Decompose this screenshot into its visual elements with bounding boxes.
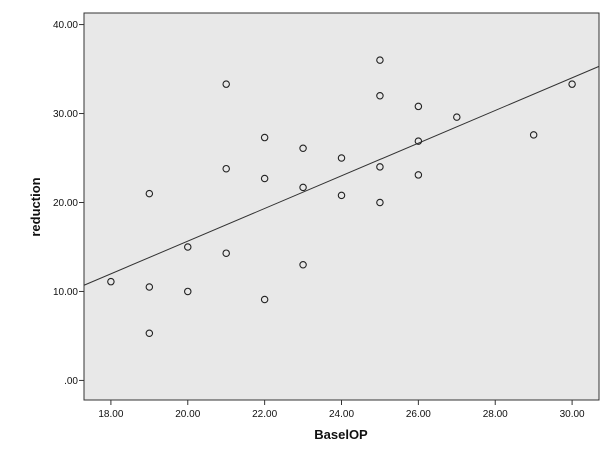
data-point <box>376 198 384 207</box>
data-point <box>260 133 269 142</box>
data-point <box>453 113 461 121</box>
data-point <box>222 80 230 88</box>
data-point <box>376 56 384 64</box>
y-tick-label: 20.00 <box>53 198 78 209</box>
data-point <box>376 163 384 171</box>
data-point <box>145 283 154 291</box>
data-point <box>184 243 192 251</box>
x-tick-label: 26.00 <box>406 409 431 420</box>
x-tick-label: 30.00 <box>560 409 585 420</box>
x-tick-label: 28.00 <box>483 409 508 420</box>
data-point <box>145 329 154 338</box>
plot-area <box>83 12 600 401</box>
data-point <box>222 249 230 257</box>
y-tick-label: 10.00 <box>53 287 78 298</box>
data-point <box>299 261 307 269</box>
data-point <box>568 80 576 88</box>
x-tick-label: 24.00 <box>329 409 354 420</box>
data-point <box>414 102 423 111</box>
data-point <box>145 189 154 198</box>
data-point <box>299 183 307 192</box>
x-tick-label: 20.00 <box>175 409 200 420</box>
x-axis-title: BaselOP <box>314 427 368 442</box>
data-point <box>184 287 192 296</box>
y-tick-label: 40.00 <box>53 20 78 31</box>
x-tick-label: 18.00 <box>98 409 123 420</box>
data-point <box>260 295 269 304</box>
data-point <box>260 174 269 183</box>
fit-line <box>83 65 600 286</box>
data-point <box>376 91 384 100</box>
y-axis-title: reduction <box>28 177 43 236</box>
data-point <box>222 164 230 173</box>
data-point <box>414 171 423 179</box>
y-tick-label: .00 <box>64 376 78 387</box>
x-tick-label: 22.00 <box>252 409 277 420</box>
data-point <box>299 144 307 152</box>
data-point <box>529 131 538 139</box>
data-point <box>337 154 346 162</box>
data-point <box>414 137 423 145</box>
data-point <box>337 191 346 200</box>
data-point <box>107 277 115 286</box>
y-tick-label: 30.00 <box>53 109 78 120</box>
